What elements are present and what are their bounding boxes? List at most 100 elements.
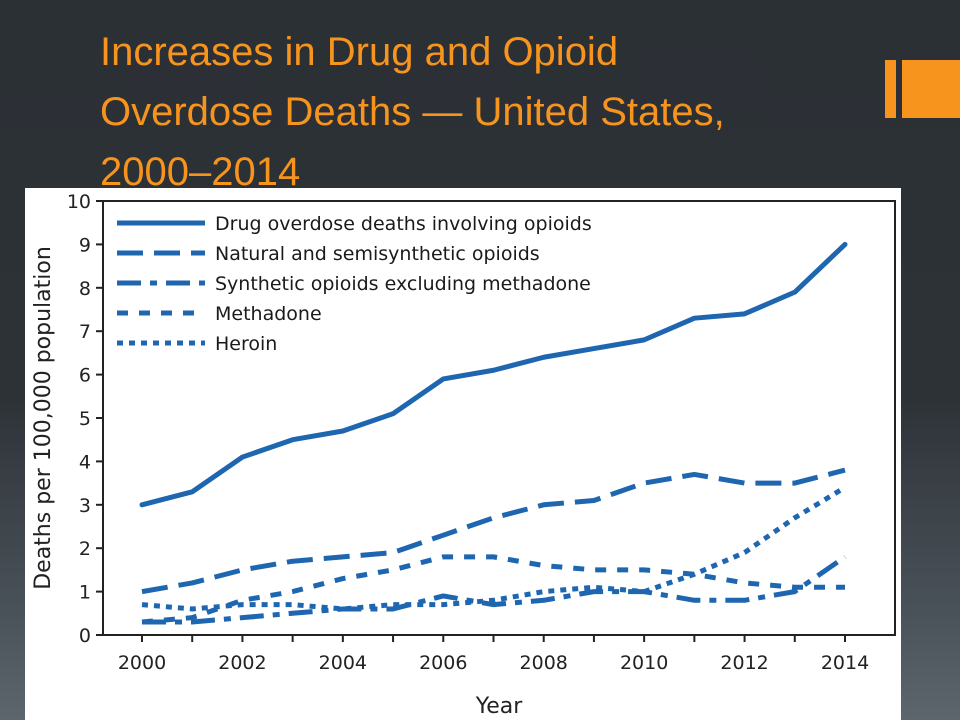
data-point: [541, 355, 546, 360]
data-point: [541, 502, 546, 507]
data-point: [642, 337, 647, 342]
data-point: [290, 559, 295, 564]
accent-bar: [885, 60, 896, 118]
legend-label: Synthetic opioids excluding methadone: [215, 273, 591, 295]
legend-label: Methadone: [215, 303, 322, 325]
data-point: [140, 602, 145, 607]
data-point: [541, 598, 546, 603]
data-point: [843, 242, 848, 247]
data-point: [290, 611, 295, 616]
x-tick-label: 2006: [419, 652, 467, 674]
x-tick-label: 2012: [720, 652, 768, 674]
data-point: [441, 533, 446, 538]
x-tick-label: 2014: [821, 652, 869, 674]
data-point: [240, 615, 245, 620]
y-tick-label: 6: [79, 365, 91, 387]
data-point: [340, 606, 345, 611]
data-point: [843, 485, 848, 490]
data-point: [290, 602, 295, 607]
series-line-2: [142, 554, 847, 625]
data-point: [491, 515, 496, 520]
data-point: [692, 316, 697, 321]
data-point: [742, 550, 747, 555]
data-point: [642, 567, 647, 572]
data-point: [742, 598, 747, 603]
data-point: [792, 481, 797, 486]
data-point: [190, 606, 195, 611]
data-point: [843, 554, 848, 559]
data-point: [240, 455, 245, 460]
data-point: [441, 376, 446, 381]
y-tick-label: 2: [79, 538, 91, 560]
data-point: [591, 498, 596, 503]
data-point: [742, 311, 747, 316]
plot-frame: [102, 200, 896, 636]
x-tick-label: 2010: [620, 652, 668, 674]
data-point: [140, 619, 145, 624]
data-point: [792, 290, 797, 295]
data-point: [441, 554, 446, 559]
y-tick-label: 3: [79, 495, 91, 517]
data-point: [692, 598, 697, 603]
data-point: [391, 550, 396, 555]
data-point: [441, 602, 446, 607]
data-point: [240, 567, 245, 572]
data-point: [190, 615, 195, 620]
y-tick-label: 10: [67, 191, 91, 213]
accent-block: [902, 60, 960, 118]
x-tick-label: 2008: [520, 652, 568, 674]
slide-title: Increases in Drug and Opioid Overdose De…: [100, 30, 725, 194]
data-point: [491, 368, 496, 373]
legend-label: Drug overdose deaths involving opioids: [215, 213, 592, 235]
x-axis-title: Year: [475, 694, 524, 719]
data-point: [240, 598, 245, 603]
x-tick-label: 2004: [319, 652, 367, 674]
data-point: [290, 437, 295, 442]
x-tick-label: 2002: [218, 652, 266, 674]
data-point: [843, 468, 848, 473]
data-point: [591, 567, 596, 572]
data-point: [391, 606, 396, 611]
data-point: [541, 563, 546, 568]
data-point: [391, 567, 396, 572]
data-point: [290, 589, 295, 594]
series-line-3: [141, 554, 845, 625]
data-point: [742, 580, 747, 585]
data-point: [441, 593, 446, 598]
y-tick-label: 0: [79, 625, 91, 647]
legend-label: Heroin: [215, 333, 277, 355]
data-point: [792, 589, 797, 594]
data-point: [792, 515, 797, 520]
y-tick-label: 1: [79, 582, 91, 604]
data-point: [240, 602, 245, 607]
data-point: [340, 576, 345, 581]
data-point: [642, 481, 647, 486]
chart-panel: 0 1 2 3 4 5 6 7 8 9 10 2000 2002 2004 2006 2008 2010 2012…: [25, 188, 901, 720]
y-tick-label: 8: [79, 278, 91, 300]
data-point: [340, 429, 345, 434]
series-line-0: [139, 241, 848, 508]
data-point: [340, 554, 345, 559]
legend-label: Natural and semisynthetic opioids: [215, 243, 540, 265]
series-line-1: [141, 467, 846, 595]
y-tick-label: 7: [79, 321, 91, 343]
data-point: [491, 554, 496, 559]
y-tick-label: 5: [79, 408, 91, 430]
y-tick-label: 4: [79, 451, 91, 473]
data-point: [742, 481, 747, 486]
data-point: [642, 589, 647, 594]
data-point: [591, 585, 596, 590]
data-point: [391, 411, 396, 416]
data-point: [391, 602, 396, 607]
series-line-4: [141, 485, 847, 612]
data-point: [692, 472, 697, 477]
data-point: [591, 346, 596, 351]
data-point: [591, 589, 596, 594]
line-chart: 0 1 2 3 4 5 6 7 8 9 10 2000 2002 2004 2006 2008 2010 2012…: [31, 191, 896, 719]
data-point: [692, 572, 697, 577]
data-point: [190, 489, 195, 494]
x-tick-label: 2000: [118, 652, 166, 674]
data-point: [843, 585, 848, 590]
data-point: [491, 598, 496, 603]
data-point: [792, 585, 797, 590]
